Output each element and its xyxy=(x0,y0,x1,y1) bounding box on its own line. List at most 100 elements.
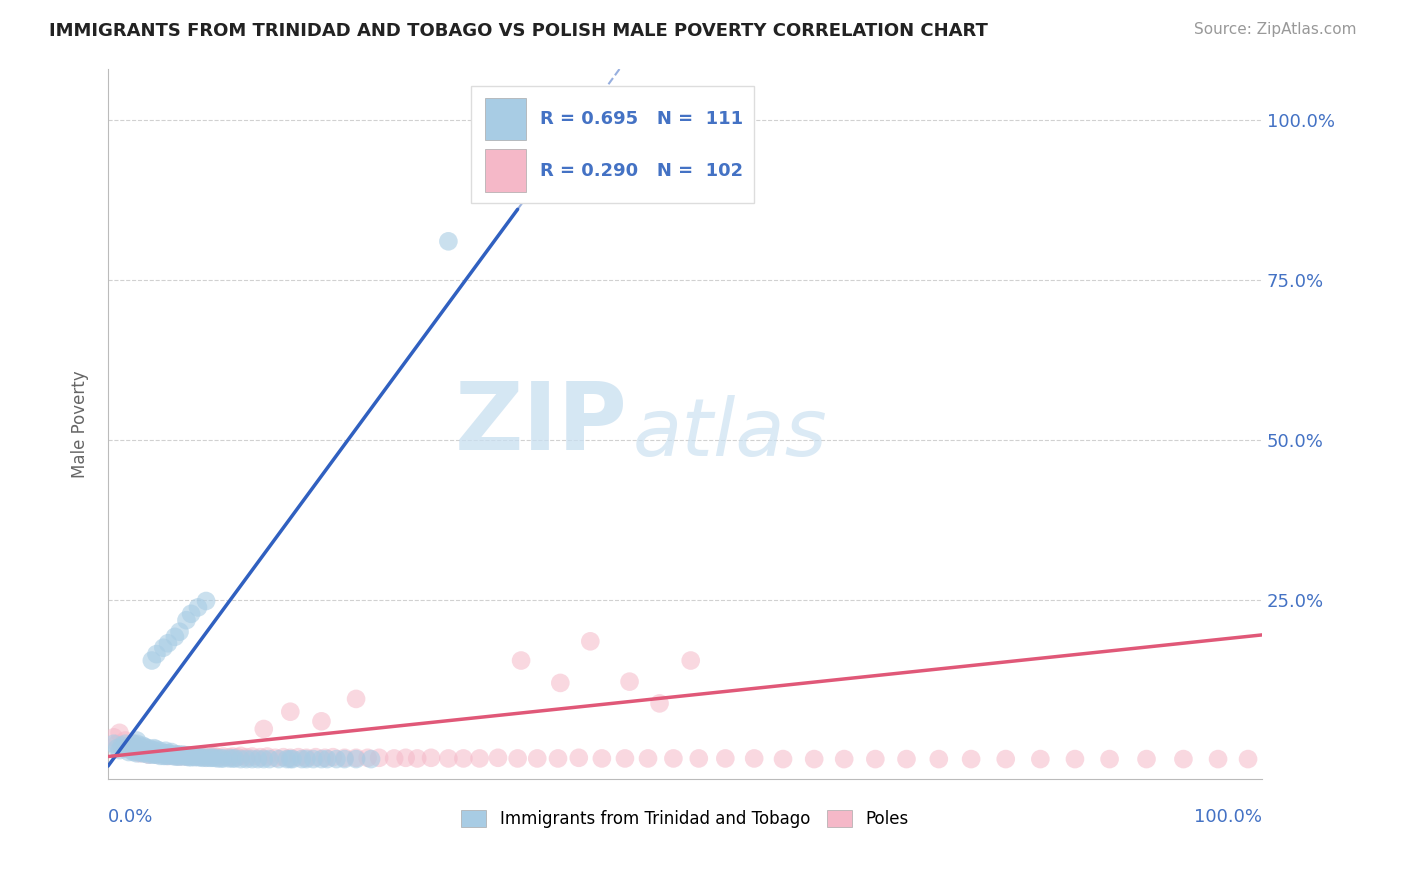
Point xyxy=(134,743,156,757)
Point xyxy=(333,752,356,766)
Y-axis label: Male Poverty: Male Poverty xyxy=(72,370,89,477)
Point xyxy=(195,594,218,608)
Point xyxy=(172,749,194,764)
Point xyxy=(207,751,229,765)
Point xyxy=(114,741,136,756)
FancyBboxPatch shape xyxy=(485,98,526,140)
Point xyxy=(994,752,1017,766)
Point xyxy=(111,739,134,753)
Point xyxy=(131,743,153,757)
Point xyxy=(114,737,136,751)
Point xyxy=(278,751,301,765)
Point xyxy=(169,747,191,762)
Point xyxy=(125,739,148,754)
Point xyxy=(960,752,983,766)
Point xyxy=(235,752,257,766)
Point xyxy=(772,752,794,766)
Point xyxy=(246,752,269,766)
Point xyxy=(105,741,128,756)
Point xyxy=(803,752,825,766)
Point xyxy=(120,739,142,753)
Point xyxy=(118,745,141,759)
Point xyxy=(172,748,194,763)
Point xyxy=(143,747,166,761)
Point xyxy=(281,752,304,766)
Point xyxy=(122,737,145,751)
Point xyxy=(103,731,125,745)
Point xyxy=(295,752,318,766)
Point xyxy=(344,751,367,765)
Point xyxy=(212,751,235,765)
Point xyxy=(278,705,301,719)
Point xyxy=(149,744,172,758)
Point xyxy=(395,751,418,765)
Point xyxy=(619,674,641,689)
Point xyxy=(325,752,347,766)
Point xyxy=(579,634,602,648)
Point xyxy=(125,745,148,759)
Point xyxy=(134,739,156,754)
Point xyxy=(180,750,202,764)
Point xyxy=(1135,752,1157,766)
Point xyxy=(183,750,205,764)
Point xyxy=(278,752,301,766)
Point xyxy=(156,748,179,763)
Point xyxy=(221,749,243,764)
Point xyxy=(134,747,156,761)
Point xyxy=(568,751,591,765)
Point xyxy=(163,748,186,763)
Point xyxy=(129,743,152,757)
Point xyxy=(131,741,153,756)
Point xyxy=(176,748,198,763)
Point xyxy=(177,748,200,763)
Text: 0.0%: 0.0% xyxy=(108,808,153,826)
Point xyxy=(163,747,186,762)
Point xyxy=(129,741,152,756)
Point xyxy=(287,750,309,764)
Point xyxy=(344,692,367,706)
Point xyxy=(111,741,134,756)
Point xyxy=(138,747,160,762)
Point xyxy=(129,745,152,759)
Point xyxy=(120,743,142,757)
Point xyxy=(125,743,148,757)
Point xyxy=(207,750,229,764)
Point xyxy=(191,749,214,764)
Point xyxy=(122,741,145,756)
Point xyxy=(138,747,160,762)
Point xyxy=(437,751,460,765)
Point xyxy=(155,744,177,758)
Text: R = 0.695   N =  111: R = 0.695 N = 111 xyxy=(540,110,742,128)
Point xyxy=(143,741,166,756)
Point xyxy=(742,751,765,765)
Point xyxy=(212,749,235,764)
Point xyxy=(149,747,172,761)
Point xyxy=(420,751,443,765)
Point xyxy=(188,750,211,764)
Point xyxy=(155,748,177,763)
Point xyxy=(506,751,529,765)
Point xyxy=(679,653,702,667)
Point xyxy=(160,748,183,763)
Point xyxy=(141,747,163,761)
Point xyxy=(273,750,295,764)
Point xyxy=(229,752,252,766)
Text: atlas: atlas xyxy=(633,395,828,474)
Point xyxy=(176,613,198,627)
Point xyxy=(218,750,240,764)
Point xyxy=(134,741,156,756)
Point xyxy=(176,749,198,764)
Point xyxy=(163,630,186,644)
Point xyxy=(125,747,148,761)
Point xyxy=(240,752,263,766)
Point xyxy=(180,607,202,621)
Point xyxy=(177,748,200,763)
Point xyxy=(453,751,475,765)
Point xyxy=(1029,752,1052,766)
Point xyxy=(526,751,548,765)
Point xyxy=(152,748,174,763)
Point xyxy=(141,742,163,756)
Point xyxy=(152,640,174,655)
Point xyxy=(187,600,209,615)
Point xyxy=(120,743,142,757)
